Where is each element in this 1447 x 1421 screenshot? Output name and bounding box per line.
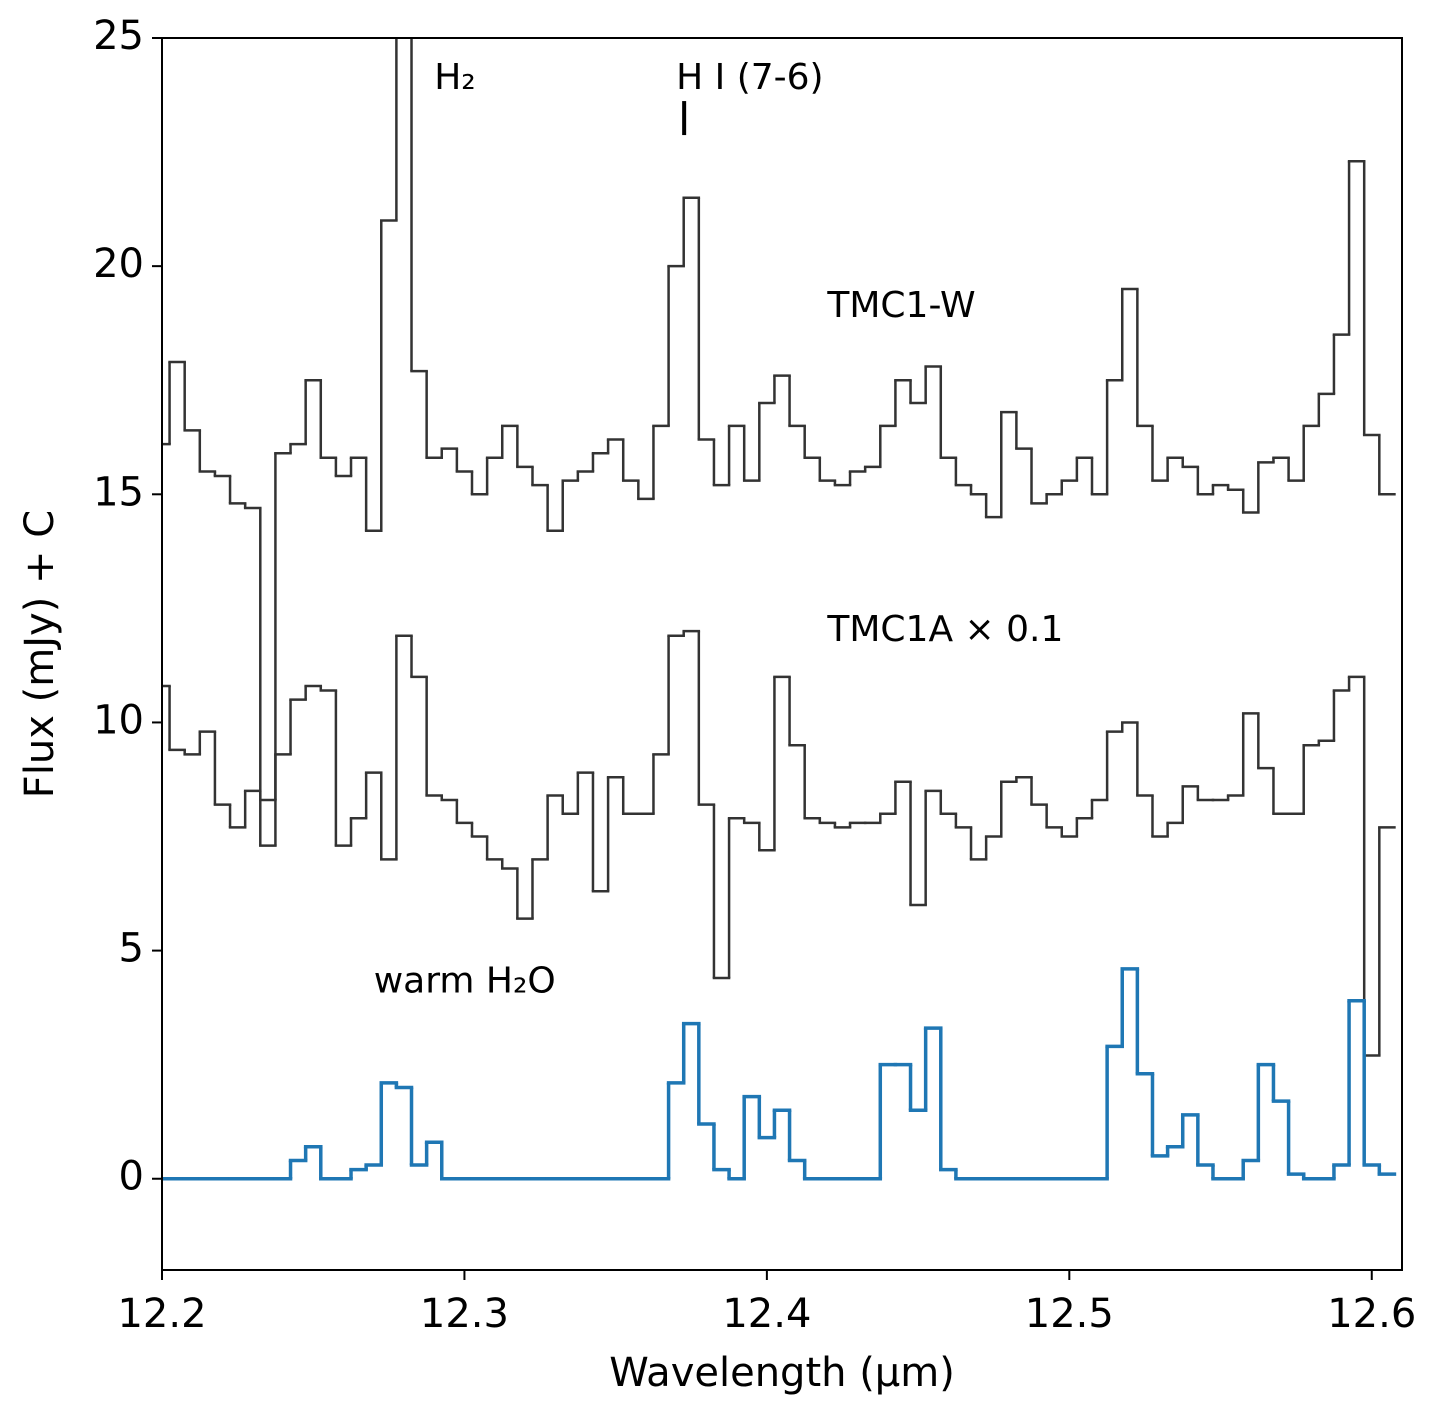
x-tick-label: 12.5 (1025, 1291, 1114, 1337)
y-axis-label: Flux (mJy) + C (17, 510, 63, 798)
x-tick-label: 12.2 (117, 1291, 206, 1337)
annotation: H₂ (434, 57, 476, 98)
step-riser (288, 968, 1382, 1179)
y-tick-label: 15 (93, 469, 144, 515)
annotation: H I (7-6) (676, 57, 823, 98)
y-tick-label: 0 (119, 1154, 144, 1200)
x-tick-label: 12.3 (420, 1291, 509, 1337)
step-riser (168, 38, 1381, 801)
x-axis-label: Wavelength (μm) (609, 1350, 955, 1396)
y-tick-label: 20 (93, 241, 144, 287)
annotation: TMC1-W (826, 285, 975, 326)
x-tick-label: 12.4 (722, 1291, 811, 1337)
annotation: warm H₂O (374, 961, 556, 1002)
step-riser (168, 631, 1381, 1056)
axes-frame (161, 37, 1403, 1271)
annotation: TMC1A × 0.1 (826, 609, 1063, 650)
plot-area (162, 38, 1397, 1181)
y-tick-label: 10 (93, 697, 144, 743)
x-tick-label: 12.6 (1327, 1291, 1416, 1337)
y-tick-label: 25 (93, 13, 144, 59)
y-tick-label: 5 (119, 926, 144, 972)
